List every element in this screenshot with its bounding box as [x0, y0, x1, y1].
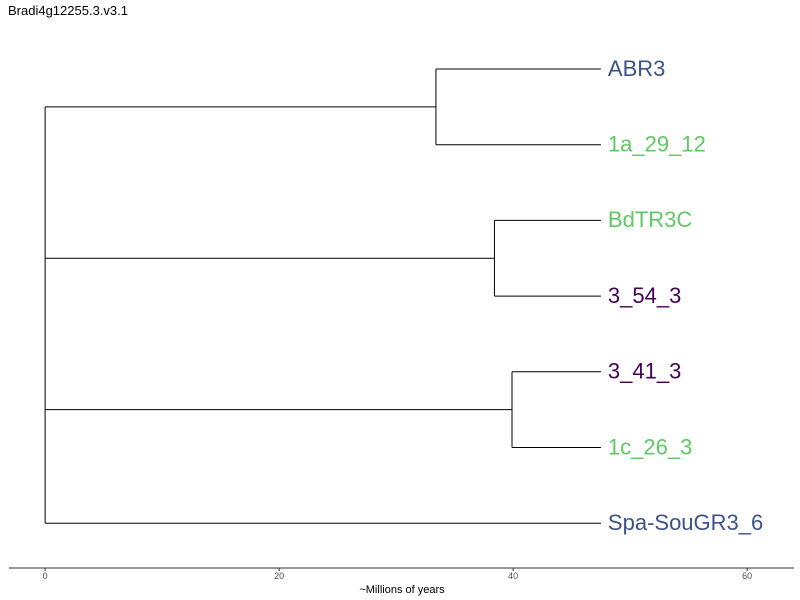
x-axis-ticks: 0 20 40 60 [43, 568, 752, 581]
tip-label: 3_41_3 [608, 359, 681, 384]
tree-branches [44, 68, 601, 524]
tip-label: 1c_26_3 [608, 434, 692, 459]
tip-label: BdTR3C [608, 207, 692, 232]
x-tick-label: 60 [742, 571, 752, 581]
x-tick-label: 20 [274, 571, 284, 581]
tip-label: 1a_29_12 [608, 132, 706, 157]
page-title: Bradi4g12255.3.v3.1 [8, 3, 128, 18]
x-axis: 0 20 40 60 ~Millions of years [9, 567, 794, 596]
x-tick-label: 40 [508, 571, 518, 581]
x-axis-title: ~Millions of years [359, 584, 445, 596]
tip-label: ABR3 [608, 56, 665, 81]
tip-label: Spa-SouGR3_6 [608, 510, 763, 535]
tip-label: 3_54_3 [608, 283, 681, 308]
tip-labels: ABR3 1a_29_12 BdTR3C 3_54_3 3_41_3 1c_26_3 Spa… [608, 56, 763, 535]
x-tick-label: 0 [43, 571, 48, 581]
